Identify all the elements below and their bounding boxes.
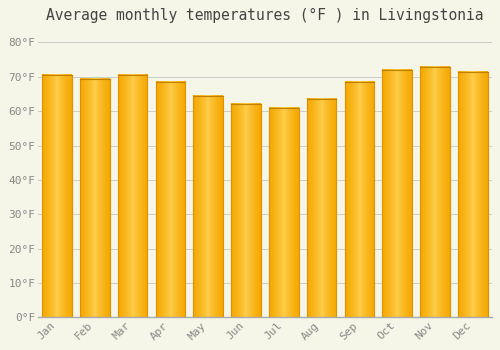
Title: Average monthly temperatures (°F ) in Livingstonia: Average monthly temperatures (°F ) in Li… (46, 8, 484, 23)
